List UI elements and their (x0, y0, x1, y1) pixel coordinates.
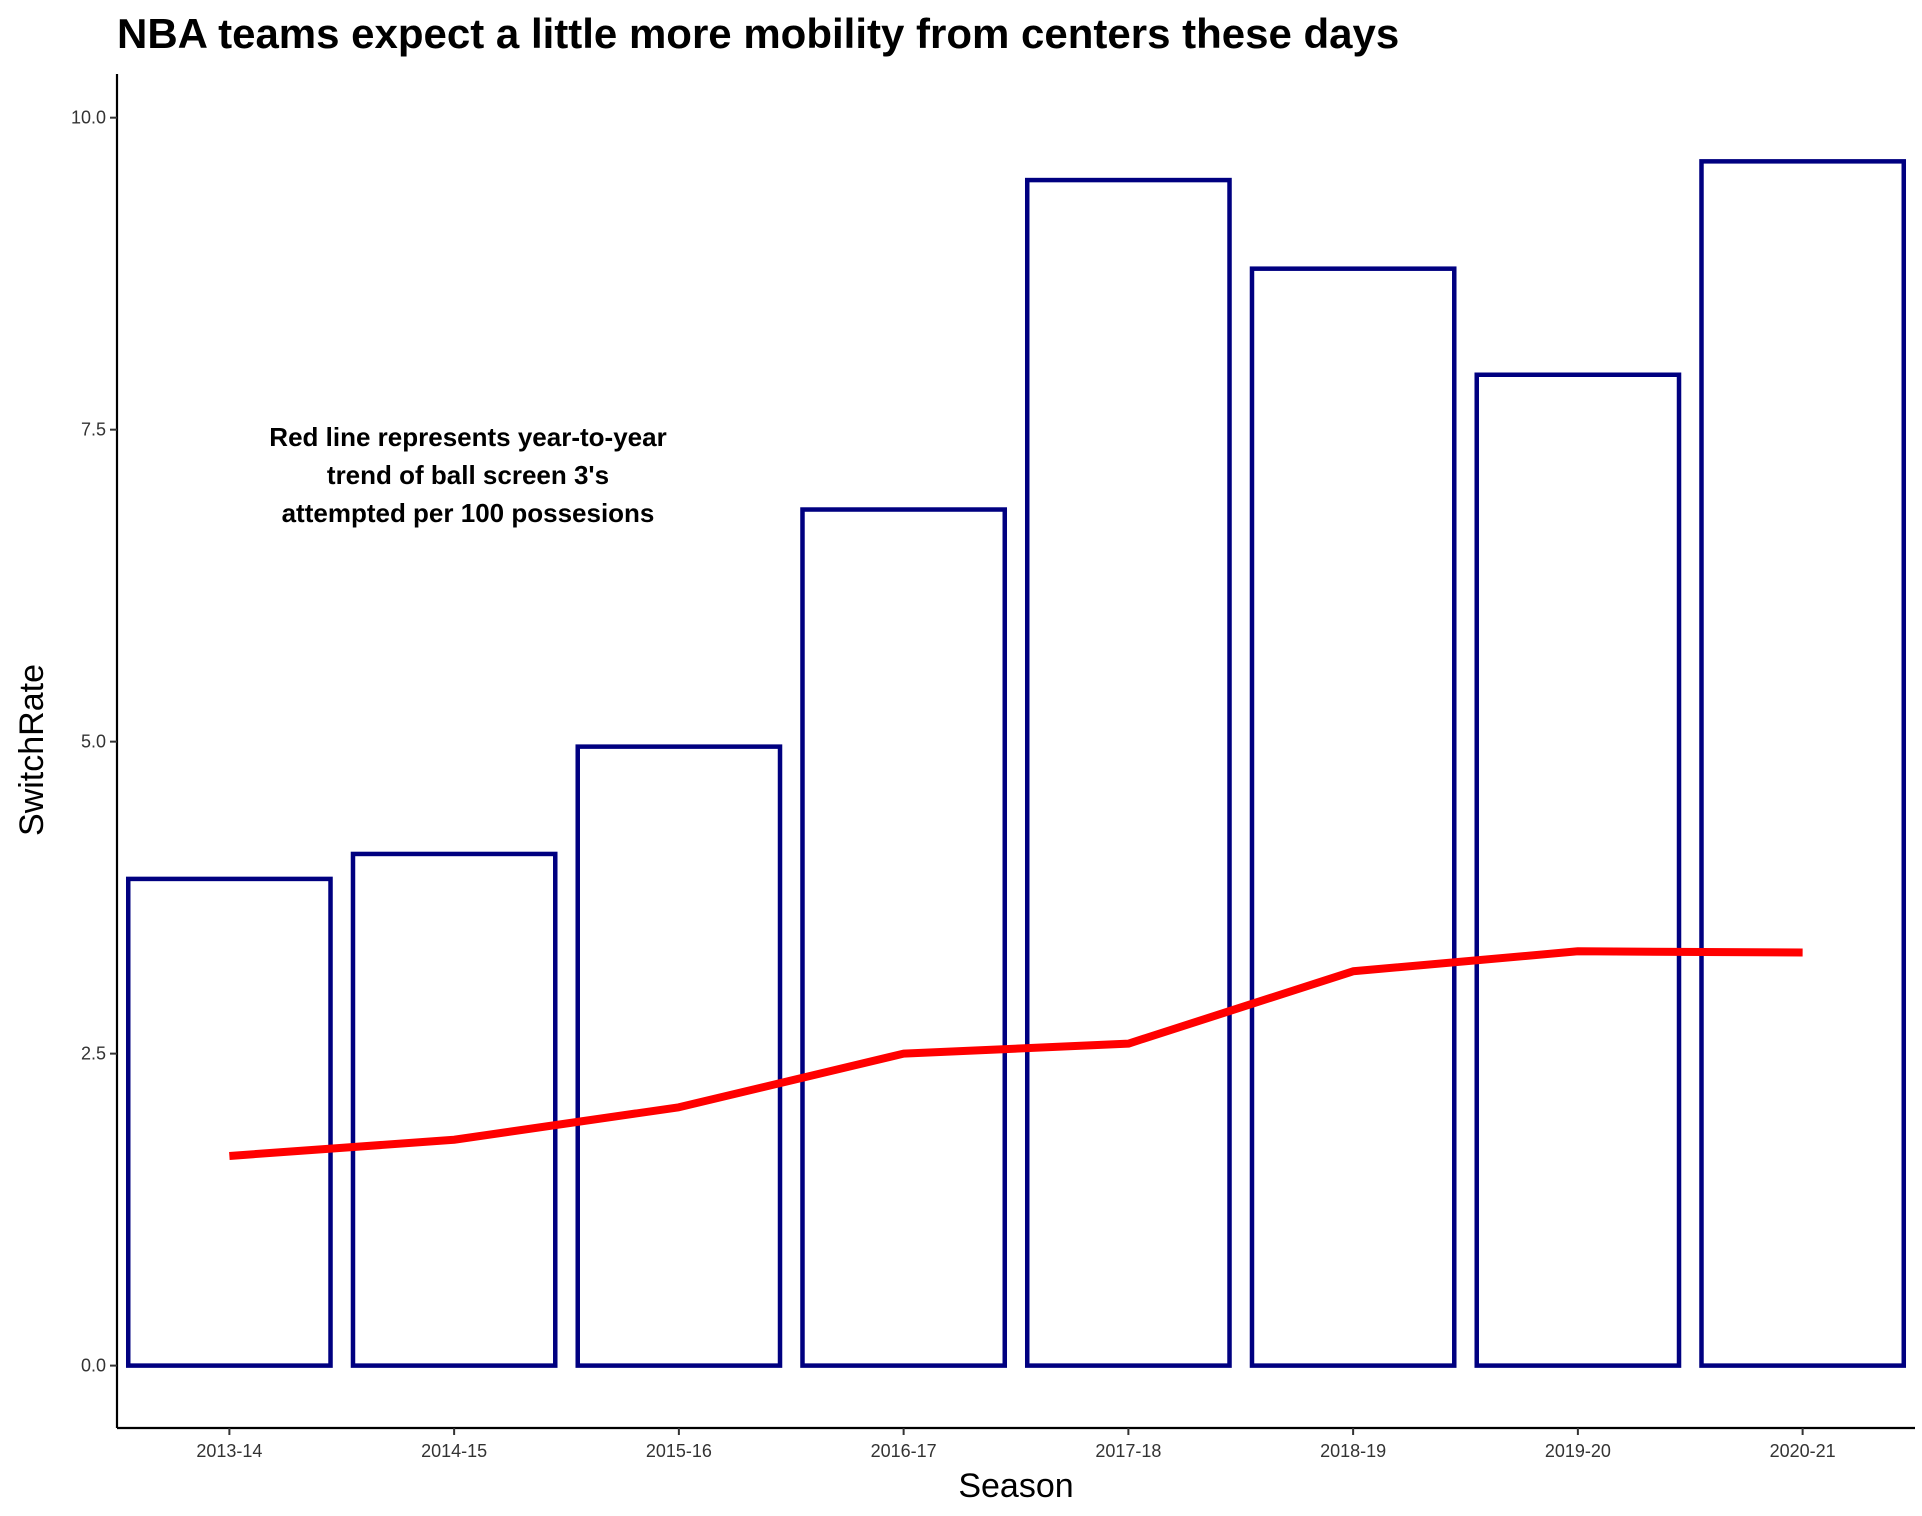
x-axis-title: Season (958, 1467, 1073, 1505)
y-tick-label: 10.0 (71, 108, 106, 128)
x-ticks-group: 2013-14 2014-15 2015-16 2016-17 2017-18 2018-… (196, 1428, 1836, 1461)
annotation-line-1: Red line represents year-to-year (269, 422, 666, 452)
y-tick-label: 7.5 (81, 420, 106, 440)
x-tick-label: 2016-17 (871, 1441, 937, 1461)
x-tick-label: 2017-18 (1095, 1441, 1161, 1461)
x-tick-label: 2015-16 (646, 1441, 712, 1461)
annotation-line-2: trend of ball screen 3's (327, 460, 609, 490)
x-tick-label: 2018-19 (1320, 1441, 1386, 1461)
annotation: Red line represents year-to-year trend o… (269, 422, 666, 528)
bar-2018-19 (1249, 266, 1457, 1368)
y-axis-title: SwitchRate (13, 664, 51, 836)
y-tick-label: 0.0 (81, 1356, 106, 1376)
chart-title: NBA teams expect a little more mobility … (117, 10, 1399, 57)
y-tick-label: 5.0 (81, 732, 106, 752)
bars-group (125, 159, 1907, 1368)
x-tick-label: 2014-15 (421, 1441, 487, 1461)
bar-2020-21 (1699, 159, 1907, 1368)
y-ticks-group: 0.0 2.5 5.0 7.5 10.0 (71, 108, 117, 1376)
trend-line (229, 947, 1803, 1160)
y-tick-label: 2.5 (81, 1044, 106, 1064)
x-tick-label: 2019-20 (1545, 1441, 1611, 1461)
bar-2014-15 (350, 851, 558, 1368)
bar-2013-14 (125, 876, 333, 1368)
bar-2016-17 (800, 507, 1008, 1368)
bar-2017-18 (1024, 177, 1232, 1368)
x-tick-label: 2020-21 (1770, 1441, 1836, 1461)
annotation-line-3: attempted per 100 possesions (282, 498, 655, 528)
x-tick-label: 2013-14 (196, 1441, 262, 1461)
bar-2019-20 (1474, 372, 1682, 1368)
bar-2015-16 (575, 744, 783, 1368)
